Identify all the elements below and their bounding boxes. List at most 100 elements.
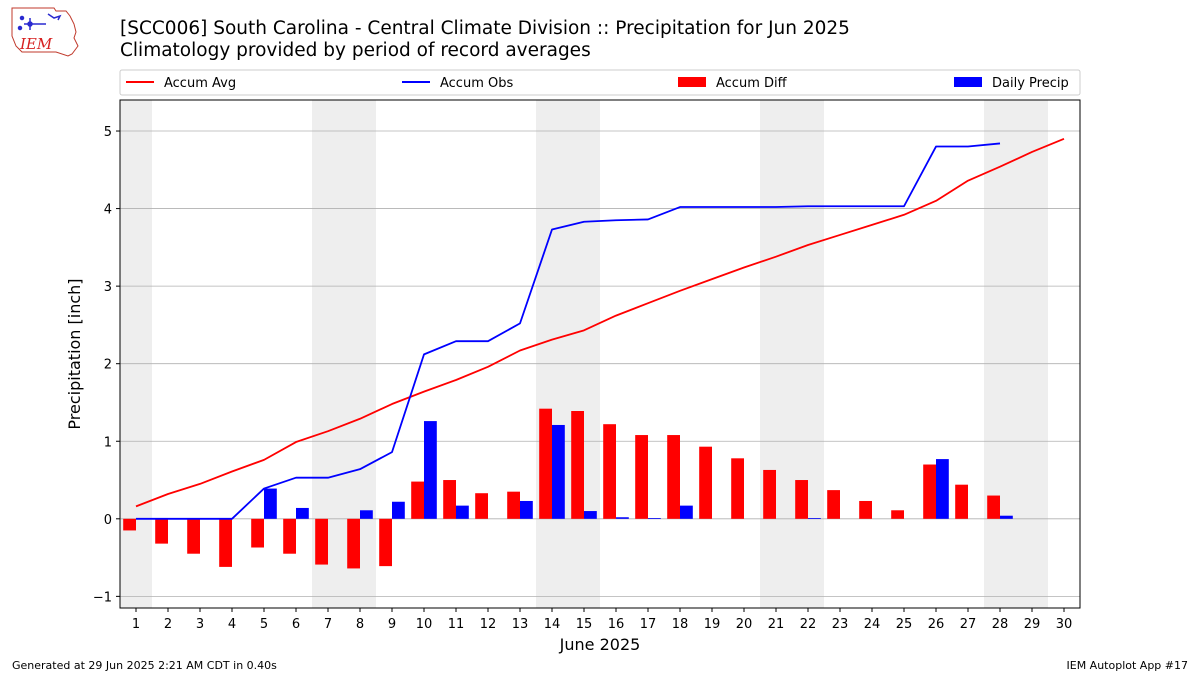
daily-precip-bar xyxy=(584,511,597,519)
legend-swatch-daily-precip xyxy=(954,77,982,87)
accum-diff-bar xyxy=(123,518,136,531)
daily-precip-bar xyxy=(648,518,661,519)
accum-diff-bar xyxy=(635,435,648,519)
daily-precip-bar xyxy=(552,424,565,519)
y-tick-label: 0 xyxy=(104,513,112,528)
x-tick-label: 3 xyxy=(196,617,204,632)
x-tick-label: 29 xyxy=(1024,617,1041,632)
x-tick-label: 10 xyxy=(416,617,433,632)
accum-diff-bar xyxy=(699,446,712,519)
daily-precip-bar xyxy=(392,501,405,519)
chart-title: [SCC006] South Carolina - Central Climat… xyxy=(120,18,850,39)
accum-diff-bar xyxy=(219,518,232,567)
accum-diff-bar xyxy=(763,469,776,519)
accum-diff-bar xyxy=(155,518,168,544)
y-tick-label: 2 xyxy=(104,358,112,373)
y-tick-label: 1 xyxy=(104,435,112,450)
x-tick-label: 1 xyxy=(132,617,140,632)
accum-diff-bar xyxy=(731,458,744,519)
legend-box xyxy=(119,69,1081,96)
daily-precip-bar xyxy=(936,459,949,519)
daily-precip-bar xyxy=(296,507,309,519)
y-tick-label: −1 xyxy=(93,590,112,605)
generated-note: Generated at 29 Jun 2025 2:21 AM CDT in … xyxy=(12,659,277,672)
accum-diff-bar xyxy=(315,518,328,565)
legend: Accum Avg Accum Obs Accum Diff Daily Precip xyxy=(119,69,1081,96)
daily-precip-bar xyxy=(808,518,821,519)
daily-precip-bar xyxy=(1000,515,1013,519)
accum-diff-bar xyxy=(443,480,456,519)
accum-diff-bar xyxy=(795,480,808,519)
legend-label-accum-avg: Accum Avg xyxy=(164,76,236,91)
accum-diff-bar xyxy=(411,481,424,519)
svg-text:IEM: IEM xyxy=(19,35,53,53)
legend-label-accum-diff: Accum Diff xyxy=(716,76,788,91)
weekend-band xyxy=(984,100,1048,608)
x-tick-label: 9 xyxy=(388,617,396,632)
daily-precip-bar xyxy=(680,505,693,519)
daily-precip-bar xyxy=(456,505,469,519)
x-tick-label: 4 xyxy=(228,617,236,632)
weekend-band xyxy=(536,100,600,608)
x-tick-label: 14 xyxy=(544,617,561,632)
plot-frame xyxy=(119,99,1081,609)
daily-precip-bar xyxy=(520,500,533,519)
app-credit: IEM Autoplot App #17 xyxy=(1066,659,1189,672)
x-tick-label: 15 xyxy=(576,617,593,632)
y-axis-label: Precipitation [inch] xyxy=(65,278,84,429)
legend-label-daily-precip: Daily Precip xyxy=(992,76,1069,91)
x-axis-label: June 2025 xyxy=(559,635,641,654)
daily-precip-bar xyxy=(264,488,277,519)
x-tick-label: 16 xyxy=(608,617,625,632)
x-tick-label: 22 xyxy=(800,617,817,632)
x-tick-label: 24 xyxy=(864,617,881,632)
accum-diff-bar xyxy=(539,408,552,519)
weekend-band xyxy=(120,100,152,608)
y-tick-label: 5 xyxy=(104,125,112,140)
y-tick-label: 3 xyxy=(104,280,112,295)
x-tick-label: 5 xyxy=(260,617,268,632)
x-tick-label: 11 xyxy=(448,617,465,632)
accum-diff-bar xyxy=(379,518,392,567)
x-tick-label: 18 xyxy=(672,617,689,632)
accum-diff-bar xyxy=(283,518,296,554)
accum-diff-bar xyxy=(923,464,936,519)
chart-subtitle: Climatology provided by period of record… xyxy=(120,40,591,61)
x-tick-label: 8 xyxy=(356,617,364,632)
x-tick-label: 28 xyxy=(992,617,1009,632)
x-tick-label: 23 xyxy=(832,617,849,632)
x-tick-label: 27 xyxy=(960,617,977,632)
accum-diff-bar xyxy=(187,518,200,554)
accum-diff-bar xyxy=(859,500,872,519)
accum-diff-bar xyxy=(891,510,904,519)
x-tick-label: 21 xyxy=(768,617,785,632)
accum-diff-bar xyxy=(827,490,840,519)
accum-obs-line xyxy=(136,142,1001,520)
legend-label-accum-obs: Accum Obs xyxy=(440,76,513,91)
legend-swatch-accum-diff xyxy=(678,77,706,87)
weekend-band xyxy=(760,100,824,608)
x-tick-label: 26 xyxy=(928,617,945,632)
x-tick-label: 2 xyxy=(164,617,172,632)
accum-diff-bar xyxy=(251,518,264,548)
daily-precip-bar xyxy=(360,510,373,519)
x-tick-label: 25 xyxy=(896,617,913,632)
accum-diff-bar xyxy=(987,495,1000,519)
x-tick-label: 19 xyxy=(704,617,721,632)
accum-diff-bar xyxy=(347,518,360,569)
daily-precip-bar xyxy=(616,517,629,519)
accum-diff-bar xyxy=(603,424,616,519)
iem-logo: IEM xyxy=(11,7,79,57)
accum-avg-line xyxy=(135,137,1065,508)
x-tick-label: 6 xyxy=(292,617,300,632)
y-tick-label: 4 xyxy=(104,203,112,218)
accum-diff-bar xyxy=(667,435,680,519)
accum-diff-bar xyxy=(955,484,968,519)
x-tick-label: 12 xyxy=(480,617,497,632)
accum-diff-bar xyxy=(571,411,584,519)
x-tick-label: 20 xyxy=(736,617,753,632)
x-tick-label: 30 xyxy=(1056,617,1073,632)
accum-diff-bar xyxy=(507,491,520,519)
daily-precip-bar xyxy=(424,421,437,519)
